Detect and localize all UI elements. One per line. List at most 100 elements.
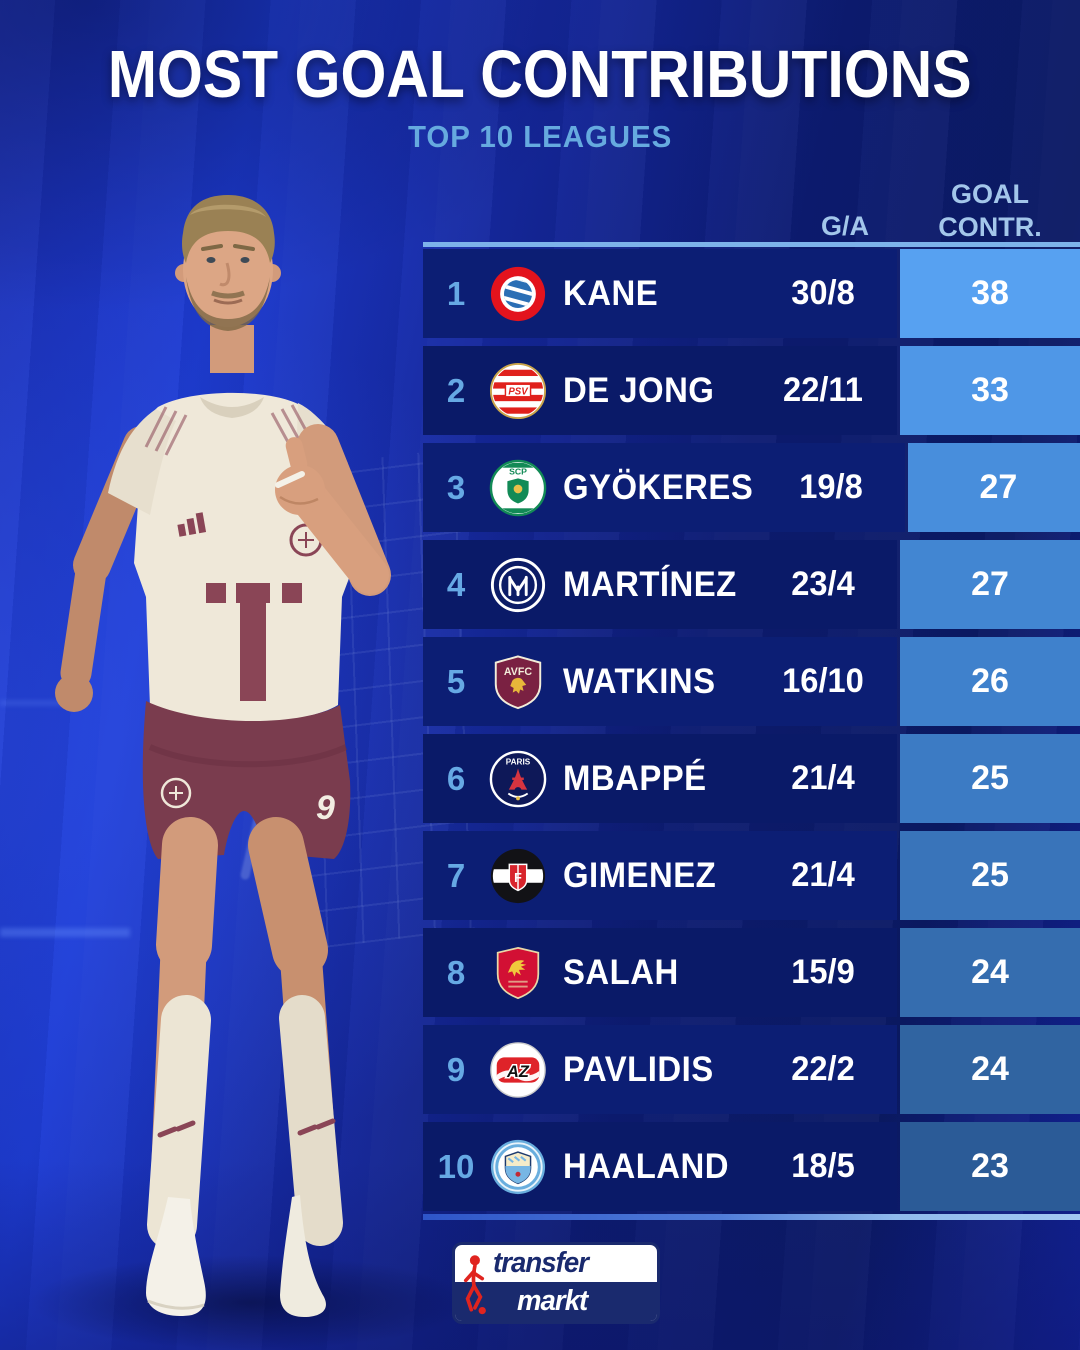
- page-subtitle: TOP 10 LEAGUES: [407, 119, 673, 154]
- goal-contr-value: 38: [971, 274, 1009, 312]
- player-name: KANE: [563, 273, 659, 313]
- player-floor-shadow: [30, 1255, 470, 1350]
- table-row: 6 PARIS MBAPPÉ 21/4 25: [423, 734, 1080, 823]
- aston-villa-badge-icon: AVFC: [489, 653, 547, 711]
- table-row-main: 7 F GIMENEZ 21/4: [423, 831, 897, 920]
- goal-contr-value: 33: [971, 371, 1009, 409]
- ga-value: 21/4: [791, 856, 855, 894]
- goal-contr-cell: 25: [900, 734, 1080, 823]
- ga-value: 16/10: [782, 662, 864, 700]
- table-row: 2 PSV DE JONG 22/11 33: [423, 346, 1080, 435]
- table-row: 1 KANE 30/8 38: [423, 249, 1080, 338]
- player-name: WATKINS: [563, 661, 716, 701]
- player-name: MARTÍNEZ: [563, 564, 737, 604]
- goal-contr-cell: 33: [900, 346, 1080, 435]
- transfermarkt-logo-player-icon: [463, 1255, 486, 1315]
- goal-contr-cell: 26: [900, 637, 1080, 726]
- goal-contr-cell: 23: [900, 1122, 1080, 1211]
- goal-contr-cell: 27: [908, 443, 1080, 532]
- table-row-main: 8 SALAH 15/9: [423, 928, 897, 1017]
- table-row: 9 AZ PAVLIDIS 22/2 24: [423, 1025, 1080, 1114]
- rank-label: 1: [446, 274, 466, 312]
- goal-contr-value: 25: [971, 759, 1009, 797]
- player-name: DE JONG: [563, 370, 715, 410]
- manchester-city-badge-icon: [489, 1138, 547, 1196]
- goal-contr-cell: 24: [900, 928, 1080, 1017]
- ga-value: 22/11: [783, 371, 863, 409]
- az-alkmaar-badge-icon: AZ: [489, 1041, 547, 1099]
- ga-value: 23/4: [791, 565, 855, 603]
- goal-contr-value: 23: [971, 1147, 1009, 1185]
- rank-label: 10: [437, 1147, 475, 1185]
- sporting-cp-badge-icon: SCP: [489, 459, 547, 517]
- svg-text:SCP: SCP: [509, 466, 527, 476]
- table-row-main: 3 SCP GYÖKERES 19/8: [423, 443, 906, 532]
- player-name: MBAPPÉ: [563, 758, 707, 798]
- stadium-band: [0, 928, 130, 937]
- liverpool-badge-icon: [489, 944, 547, 1002]
- rank-label: 7: [446, 856, 466, 894]
- table-top-border: [423, 242, 1080, 247]
- goal-contr-value: 26: [971, 662, 1009, 700]
- logo-line2: markt: [517, 1285, 588, 1317]
- goal-contr-value: 27: [971, 565, 1009, 603]
- goal-contr-value: 27: [979, 468, 1018, 506]
- goal-contr-value: 24: [971, 953, 1009, 991]
- table-row: 3 SCP GYÖKERES 19/8 27: [423, 443, 1080, 532]
- table-row-main: 1 KANE 30/8: [423, 249, 897, 338]
- ga-value: 30/8: [791, 274, 855, 312]
- svg-text:PARIS: PARIS: [506, 757, 531, 766]
- stadium-band-2: [0, 700, 70, 706]
- rank-label: 8: [446, 953, 466, 991]
- table-row-main: 10 HAALAND 18/5: [423, 1122, 897, 1211]
- player-name: SALAH: [563, 952, 679, 992]
- rank-label: 9: [446, 1050, 466, 1088]
- table-row: 4 MARTÍNEZ 23/4 27: [423, 540, 1080, 629]
- paris-saint-germain-badge-icon: PARIS: [489, 750, 547, 808]
- rank-label: 2: [446, 371, 466, 409]
- svg-text:AVFC: AVFC: [504, 665, 532, 677]
- player-name: GIMENEZ: [563, 855, 717, 895]
- feyenoord-badge-icon: F: [489, 847, 547, 905]
- column-header-ga: G/A: [820, 211, 869, 241]
- ga-value: 18/5: [791, 1147, 855, 1185]
- svg-text:F: F: [514, 870, 522, 884]
- column-header-goal-contr: GOAL CONTR.: [938, 179, 1042, 242]
- table-row: 10 HAALAND 18/5 23: [423, 1122, 1080, 1211]
- goal-contr-cell: 25: [900, 831, 1080, 920]
- goal-contr-value: 25: [971, 856, 1009, 894]
- rank-label: 4: [446, 565, 466, 603]
- ga-value: 15/9: [791, 953, 855, 991]
- page-title: MOST GOAL CONTRIBUTIONS: [108, 37, 972, 112]
- table-row: 7 F GIMENEZ 21/4 25: [423, 831, 1080, 920]
- rank-label: 6: [446, 759, 466, 797]
- ga-value: 22/2: [791, 1050, 855, 1088]
- inter-milan-badge-icon: [489, 556, 547, 614]
- table-row-main: 9 AZ PAVLIDIS 22/2: [423, 1025, 897, 1114]
- rank-label: 5: [446, 662, 466, 700]
- rank-label: 3: [446, 468, 466, 506]
- ga-value: 21/4: [791, 759, 855, 797]
- goal-contr-cell: 24: [900, 1025, 1080, 1114]
- table-row: 8 SALAH 15/9 24: [423, 928, 1080, 1017]
- fc-bayern-munich-badge-icon: [489, 265, 547, 323]
- goal-contr-value: 24: [971, 1050, 1009, 1088]
- table-bottom-border: [423, 1214, 1080, 1220]
- player-photo: 9: [55, 195, 391, 1317]
- player-name: GYÖKERES: [563, 467, 754, 507]
- svg-text:AZ: AZ: [506, 1062, 530, 1080]
- table-row-main: 4 MARTÍNEZ 23/4: [423, 540, 897, 629]
- ga-value: 19/8: [799, 468, 864, 506]
- logo-line1: transfer: [493, 1247, 589, 1279]
- goal-contr-cell: 27: [900, 540, 1080, 629]
- goal-contr-cell: 38: [900, 249, 1080, 338]
- table-row: 5 AVFC WATKINS 16/10 26: [423, 637, 1080, 726]
- player-name: HAALAND: [563, 1146, 729, 1186]
- svg-text:PSV: PSV: [508, 386, 529, 397]
- player-name: PAVLIDIS: [563, 1049, 714, 1089]
- table-row-main: 6 PARIS MBAPPÉ 21/4: [423, 734, 897, 823]
- table-rows: 1 KANE 30/8 38 2 PSV DE JONG 22/11 33 3 SCP GYÖKERE…: [423, 249, 1080, 1219]
- table-row-main: 2 PSV DE JONG 22/11: [423, 346, 897, 435]
- transfermarkt-logo: transfer markt: [452, 1242, 660, 1324]
